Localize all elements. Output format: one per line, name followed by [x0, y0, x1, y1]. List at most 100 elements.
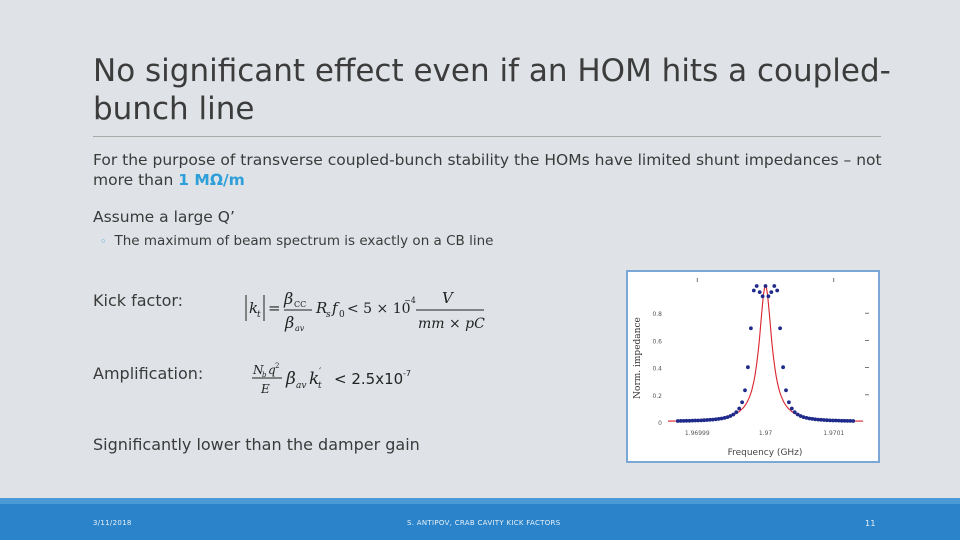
data-point: [749, 326, 753, 331]
data-point: [807, 416, 812, 421]
shunt-impedance-limit: 1 MΩ/m: [178, 171, 245, 189]
svg-text:CC: CC: [294, 300, 306, 309]
footer-author: S. ANTIPOV, CRAB CAVITY KICK FACTORS: [407, 519, 561, 527]
svg-text:-7: -7: [403, 369, 411, 378]
svg-text:< 5 × 10: < 5 × 10: [347, 301, 411, 317]
paragraph-shunt-impedance: For the purpose of transverse coupled-bu…: [93, 150, 893, 190]
data-point: [839, 418, 844, 423]
x-tick-label: 1.97: [759, 430, 773, 437]
svg-text:2: 2: [275, 362, 279, 370]
resonance-curve: [668, 284, 863, 422]
data-point: [705, 418, 709, 422]
data-point: [722, 416, 727, 420]
data-point: [751, 288, 756, 293]
chart-y-label: Norm. impedance: [633, 317, 643, 399]
data-point: [716, 417, 721, 421]
data-point: [784, 388, 788, 393]
impedance-chart-svg: 0 0.2 0.4 0.6 0.8 1.96999 1.97 1.9701 Norm. imp…: [633, 278, 869, 458]
data-point: [754, 284, 759, 288]
data-point: [795, 412, 800, 417]
beta-av-symbol: β: [284, 313, 294, 332]
y-tick-label: 0.6: [652, 338, 662, 345]
data-point: [766, 294, 771, 299]
data-point: [734, 410, 739, 415]
footer-accent-strip: [0, 498, 960, 504]
data-point: [842, 418, 847, 423]
y-tick-label: 0.8: [652, 311, 662, 318]
data-point: [740, 400, 744, 405]
data-point: [845, 419, 850, 423]
y-tick-label: 0.4: [652, 366, 662, 373]
data-point: [699, 418, 704, 423]
data-point: [725, 415, 730, 419]
svg-text:b: b: [262, 371, 267, 379]
svg-text:t: t: [257, 310, 261, 320]
kick-factor-formula: k t = β CC β av R s f 0 < 5 × 10 −4 V mm…: [245, 289, 485, 333]
svg-text:N: N: [252, 363, 264, 377]
data-point: [690, 418, 695, 423]
data-point: [731, 412, 736, 417]
data-point: [804, 416, 809, 420]
data-point: [678, 419, 683, 423]
data-point: [702, 418, 706, 423]
data-point: [792, 410, 797, 415]
data-point: [769, 290, 774, 294]
data-point: [789, 406, 794, 411]
data-point: [763, 284, 768, 288]
svg-text:R: R: [315, 299, 327, 317]
amplification-formula: N b q 2 E β av k t ′ < 2.5x10 -7: [252, 362, 411, 396]
footer-bar: [0, 498, 960, 540]
svg-text:′: ′: [319, 367, 322, 378]
data-point: [848, 419, 853, 423]
data-point: [696, 418, 701, 423]
data-point: [825, 418, 829, 423]
paragraph-large-q: Assume a large Q’: [93, 208, 235, 226]
data-point: [746, 365, 750, 370]
data-point: [713, 417, 718, 422]
bullet-text: The maximum of beam spectrum is exactly …: [114, 233, 494, 249]
svg-text:−4: −4: [404, 296, 416, 305]
data-point: [781, 365, 785, 370]
data-point: [772, 284, 777, 288]
svg-text:av: av: [296, 381, 306, 391]
svg-text:av: av: [295, 324, 305, 333]
svg-text:mm × pC: mm × pC: [418, 316, 485, 332]
data-point: [719, 416, 724, 421]
svg-text:k: k: [309, 369, 319, 389]
paragraph-shunt-impedance-text: For the purpose of transverse coupled-bu…: [93, 151, 882, 189]
svg-text:t: t: [318, 381, 322, 391]
data-point: [684, 418, 689, 423]
impedance-chart: 0 0.2 0.4 0.6 0.8 1.96999 1.97 1.9701 Norm. imp…: [626, 270, 880, 463]
data-point: [816, 417, 821, 422]
data-point: [787, 400, 791, 405]
footer-date: 3/11/2018: [93, 519, 132, 527]
slide-title: No significant effect even if an HOM hit…: [93, 53, 891, 127]
data-point: [687, 418, 692, 423]
data-point: [757, 290, 762, 294]
svg-text:< 2.5x10: < 2.5x10: [334, 370, 403, 388]
data-point: [708, 417, 712, 422]
svg-text:=: =: [268, 299, 281, 317]
svg-text:0: 0: [339, 310, 345, 320]
data-point: [822, 418, 826, 422]
data-point: [737, 406, 742, 411]
svg-text:β: β: [285, 369, 296, 389]
svg-text:s: s: [326, 310, 331, 320]
data-point: [710, 417, 715, 422]
data-point: [828, 418, 832, 423]
data-point: [681, 419, 686, 423]
y-tick-label: 0: [658, 420, 662, 427]
y-tick-label: 0.2: [652, 393, 662, 400]
beta-cc-symbol: β: [283, 289, 293, 308]
chart-x-label: Frequency (GHz): [728, 448, 803, 458]
data-point: [728, 414, 733, 418]
data-point: [675, 419, 680, 423]
kick-factor-label: Kick factor:: [93, 291, 184, 310]
bullet-item: ◦ The maximum of beam spectrum is exactly…: [100, 233, 493, 249]
data-point: [775, 288, 780, 293]
svg-text:k: k: [249, 299, 258, 317]
data-point: [851, 419, 856, 423]
title-divider: [93, 136, 881, 137]
data-point: [830, 418, 835, 423]
data-point: [810, 417, 815, 421]
